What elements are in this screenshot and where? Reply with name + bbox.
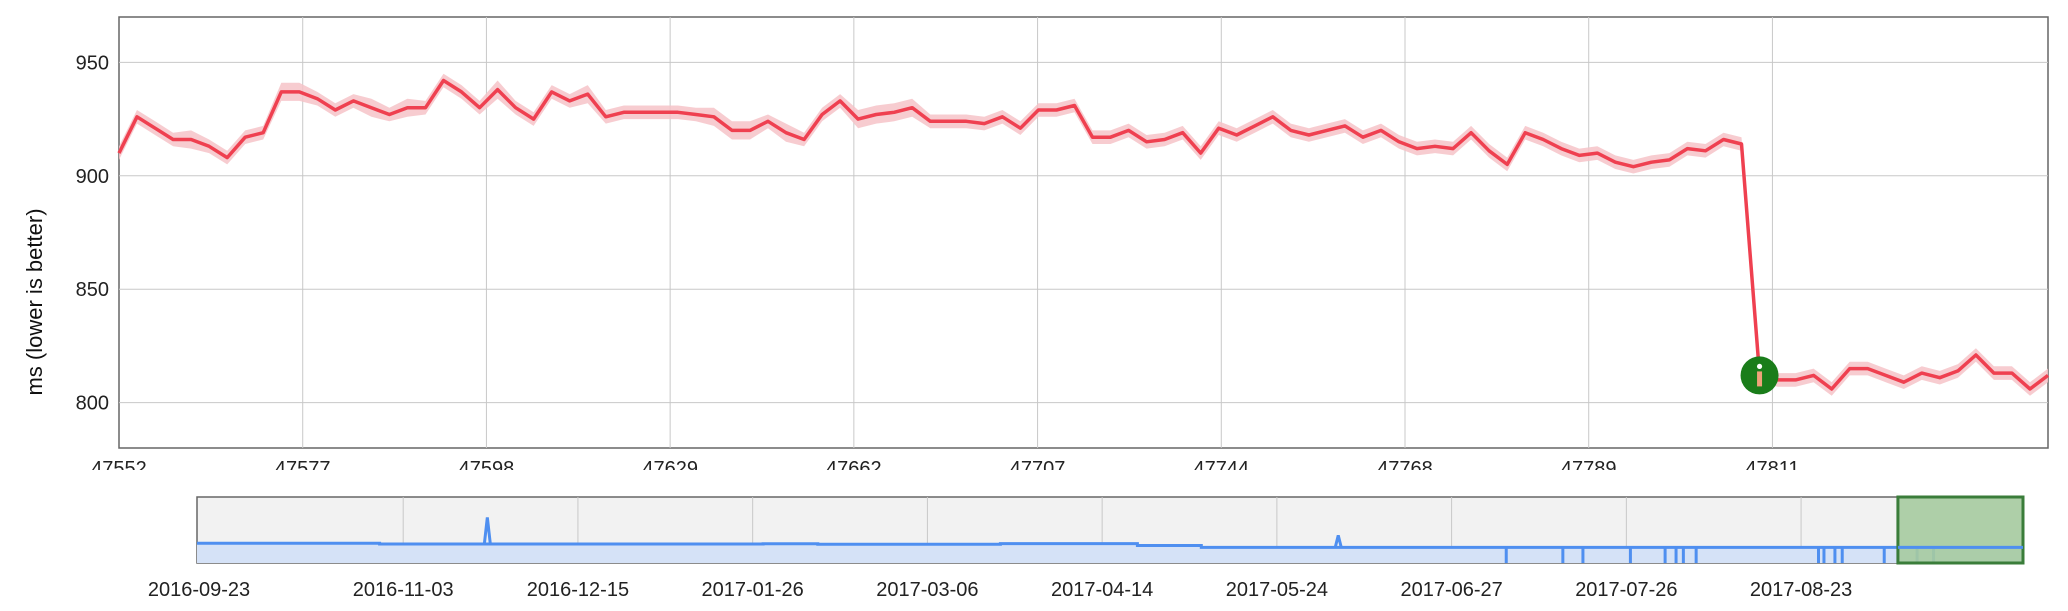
alert-marker-glyph [1757, 371, 1763, 387]
overview-x-tick-label: 2017-03-06 [876, 579, 978, 601]
y-tick-label: 800 [76, 393, 109, 415]
y-tick-label: 950 [76, 52, 109, 74]
overview-x-tick-label: 2017-05-24 [1226, 579, 1328, 601]
y-tick-label: 900 [76, 166, 109, 188]
x-tick-label: 47552 [91, 458, 147, 470]
overview-x-tick-label: 2016-11-03 [353, 579, 454, 601]
y-axis-label: ms (lower is better) [22, 208, 47, 395]
x-tick-label: 47768 [1377, 458, 1433, 470]
overview-line [197, 541, 2023, 549]
x-tick-label: 47629 [642, 458, 698, 470]
confidence-band [119, 73, 2048, 396]
overview-spike-up [482, 517, 492, 545]
alert-marker-dot [1756, 363, 1763, 370]
overview-x-tick-label: 2016-12-15 [527, 579, 629, 601]
band-area [119, 73, 2048, 396]
overview-x-tick-labels: 2016-09-23 2016-11-03 2016-12-15 2017-01-26… [148, 579, 1852, 601]
x-tick-labels: 47577 47598 47629 47662 47707 47744 47768 47789… [91, 458, 1799, 470]
overview-x-tick-label: 2017-08-23 [1750, 579, 1852, 601]
y-tick-label: 850 [76, 279, 109, 301]
x-tick-label: 47789 [1561, 458, 1617, 470]
x-tick-label: 47577 [275, 458, 331, 470]
overview-x-tick-label: 2017-07-26 [1575, 579, 1677, 601]
series-path [117, 78, 2050, 391]
x-tick-label: 47598 [459, 458, 515, 470]
series-line [117, 78, 2050, 391]
overview-selection-rect[interactable] [1896, 495, 2025, 565]
x-tick-label: 47811 [1745, 458, 1799, 470]
grid-lines [119, 17, 2048, 448]
x-tick-label: 47744 [1193, 458, 1249, 470]
overview-x-tick-label: 2017-01-26 [702, 579, 804, 601]
y-tick-labels: 800 850 900 950 [76, 52, 109, 414]
overview-area [197, 517, 2023, 563]
overview-x-tick-label: 2017-04-14 [1051, 579, 1153, 601]
overview-spike-up [1333, 535, 1343, 548]
overview-x-tick-label: 2017-06-27 [1400, 579, 1502, 601]
alert-marker[interactable]: i [1740, 356, 1779, 416]
overview-chart[interactable]: 2016-09-23 2016-11-03 2016-12-15 2017-01-26… [0, 470, 2068, 611]
overview-selection-window[interactable] [1896, 495, 2025, 565]
overview-x-tick-label: 2016-09-23 [148, 579, 250, 601]
x-tick-label: 47662 [826, 458, 882, 470]
x-tick-label: 47707 [1010, 458, 1066, 470]
